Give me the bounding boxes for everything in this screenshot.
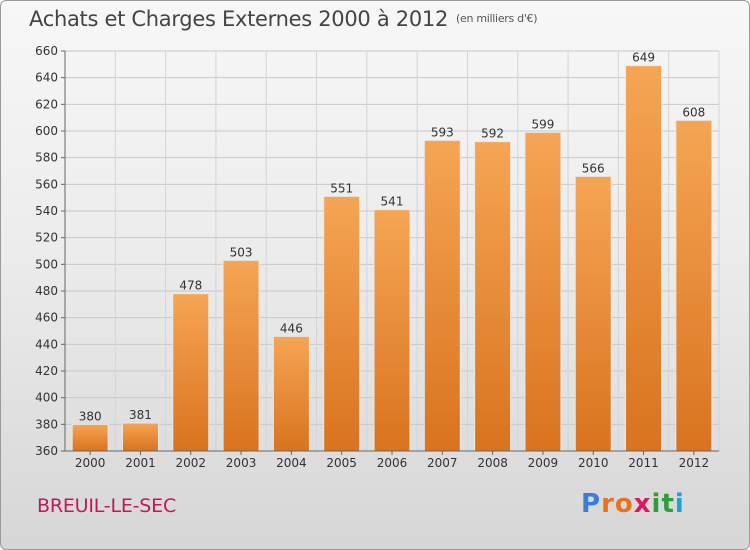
x-tick-label: 2006 [377, 456, 408, 470]
logo-letter: x [633, 489, 652, 519]
value-label: 478 [179, 279, 202, 293]
title-text: Achats et Charges Externes 2000 à 2012 [29, 7, 449, 31]
y-tick-label: 620 [35, 97, 58, 111]
bar [222, 259, 260, 452]
value-label: 380 [79, 409, 102, 423]
y-tick-label: 520 [35, 231, 58, 245]
logo-letter: o [614, 489, 634, 519]
logo-letter: r [601, 489, 615, 519]
y-tick-label: 420 [35, 364, 58, 378]
y-tick-label: 540 [35, 204, 58, 218]
logo-letter: i [674, 489, 685, 519]
x-tick-label: 2000 [75, 456, 106, 470]
y-tick-label: 660 [35, 44, 58, 58]
bar [574, 175, 612, 452]
x-tick-label: 2004 [276, 456, 307, 470]
logo-letter: i [651, 489, 662, 519]
value-label: 503 [230, 245, 253, 259]
x-tick-label: 2012 [679, 456, 710, 470]
value-label: 446 [280, 321, 303, 335]
value-label: 599 [531, 117, 554, 131]
value-label: 551 [330, 181, 353, 195]
x-tick-label: 2002 [175, 456, 206, 470]
unit-label: (en milliers d'€) [456, 12, 538, 25]
value-label: 593 [431, 125, 454, 139]
bar [323, 195, 361, 452]
y-tick-label: 500 [35, 257, 58, 271]
bar [172, 293, 210, 452]
y-tick-label: 360 [35, 444, 58, 458]
y-tick-label: 600 [35, 124, 58, 138]
y-tick-label: 480 [35, 284, 58, 298]
y-tick-label: 580 [35, 151, 58, 165]
bar [272, 335, 310, 452]
value-label: 566 [582, 161, 605, 175]
bar [675, 119, 713, 452]
y-tick-label: 460 [35, 311, 58, 325]
bar [524, 131, 562, 452]
x-tick-label: 2011 [628, 456, 659, 470]
bar [625, 65, 663, 452]
bar [71, 423, 109, 452]
value-label: 592 [481, 127, 504, 141]
y-tick-label: 560 [35, 177, 58, 191]
y-tick-label: 440 [35, 337, 58, 351]
x-tick-label: 2003 [226, 456, 257, 470]
x-tick-label: 2010 [578, 456, 609, 470]
x-tick-label: 2005 [326, 456, 357, 470]
proxiti-logo: Proxiti [581, 489, 685, 519]
value-label: 541 [381, 195, 404, 209]
commune-name: BREUIL-LE-SEC [37, 495, 177, 517]
logo-letter: P [581, 489, 602, 519]
x-tick-label: 2009 [528, 456, 559, 470]
value-label: 608 [682, 105, 705, 119]
chart-title: Achats et Charges Externes 2000 à 2012 (e… [29, 7, 538, 31]
bar [474, 141, 512, 452]
bar [121, 422, 159, 452]
y-tick-label: 380 [35, 417, 58, 431]
x-tick-label: 2001 [125, 456, 156, 470]
x-tick-label: 2007 [427, 456, 458, 470]
bar [373, 209, 411, 452]
value-label: 649 [632, 51, 655, 65]
value-label: 381 [129, 408, 152, 422]
y-tick-label: 640 [35, 71, 58, 85]
logo-letter: t [661, 489, 675, 519]
y-tick-label: 400 [35, 391, 58, 405]
bar [423, 139, 461, 452]
x-tick-label: 2008 [477, 456, 508, 470]
